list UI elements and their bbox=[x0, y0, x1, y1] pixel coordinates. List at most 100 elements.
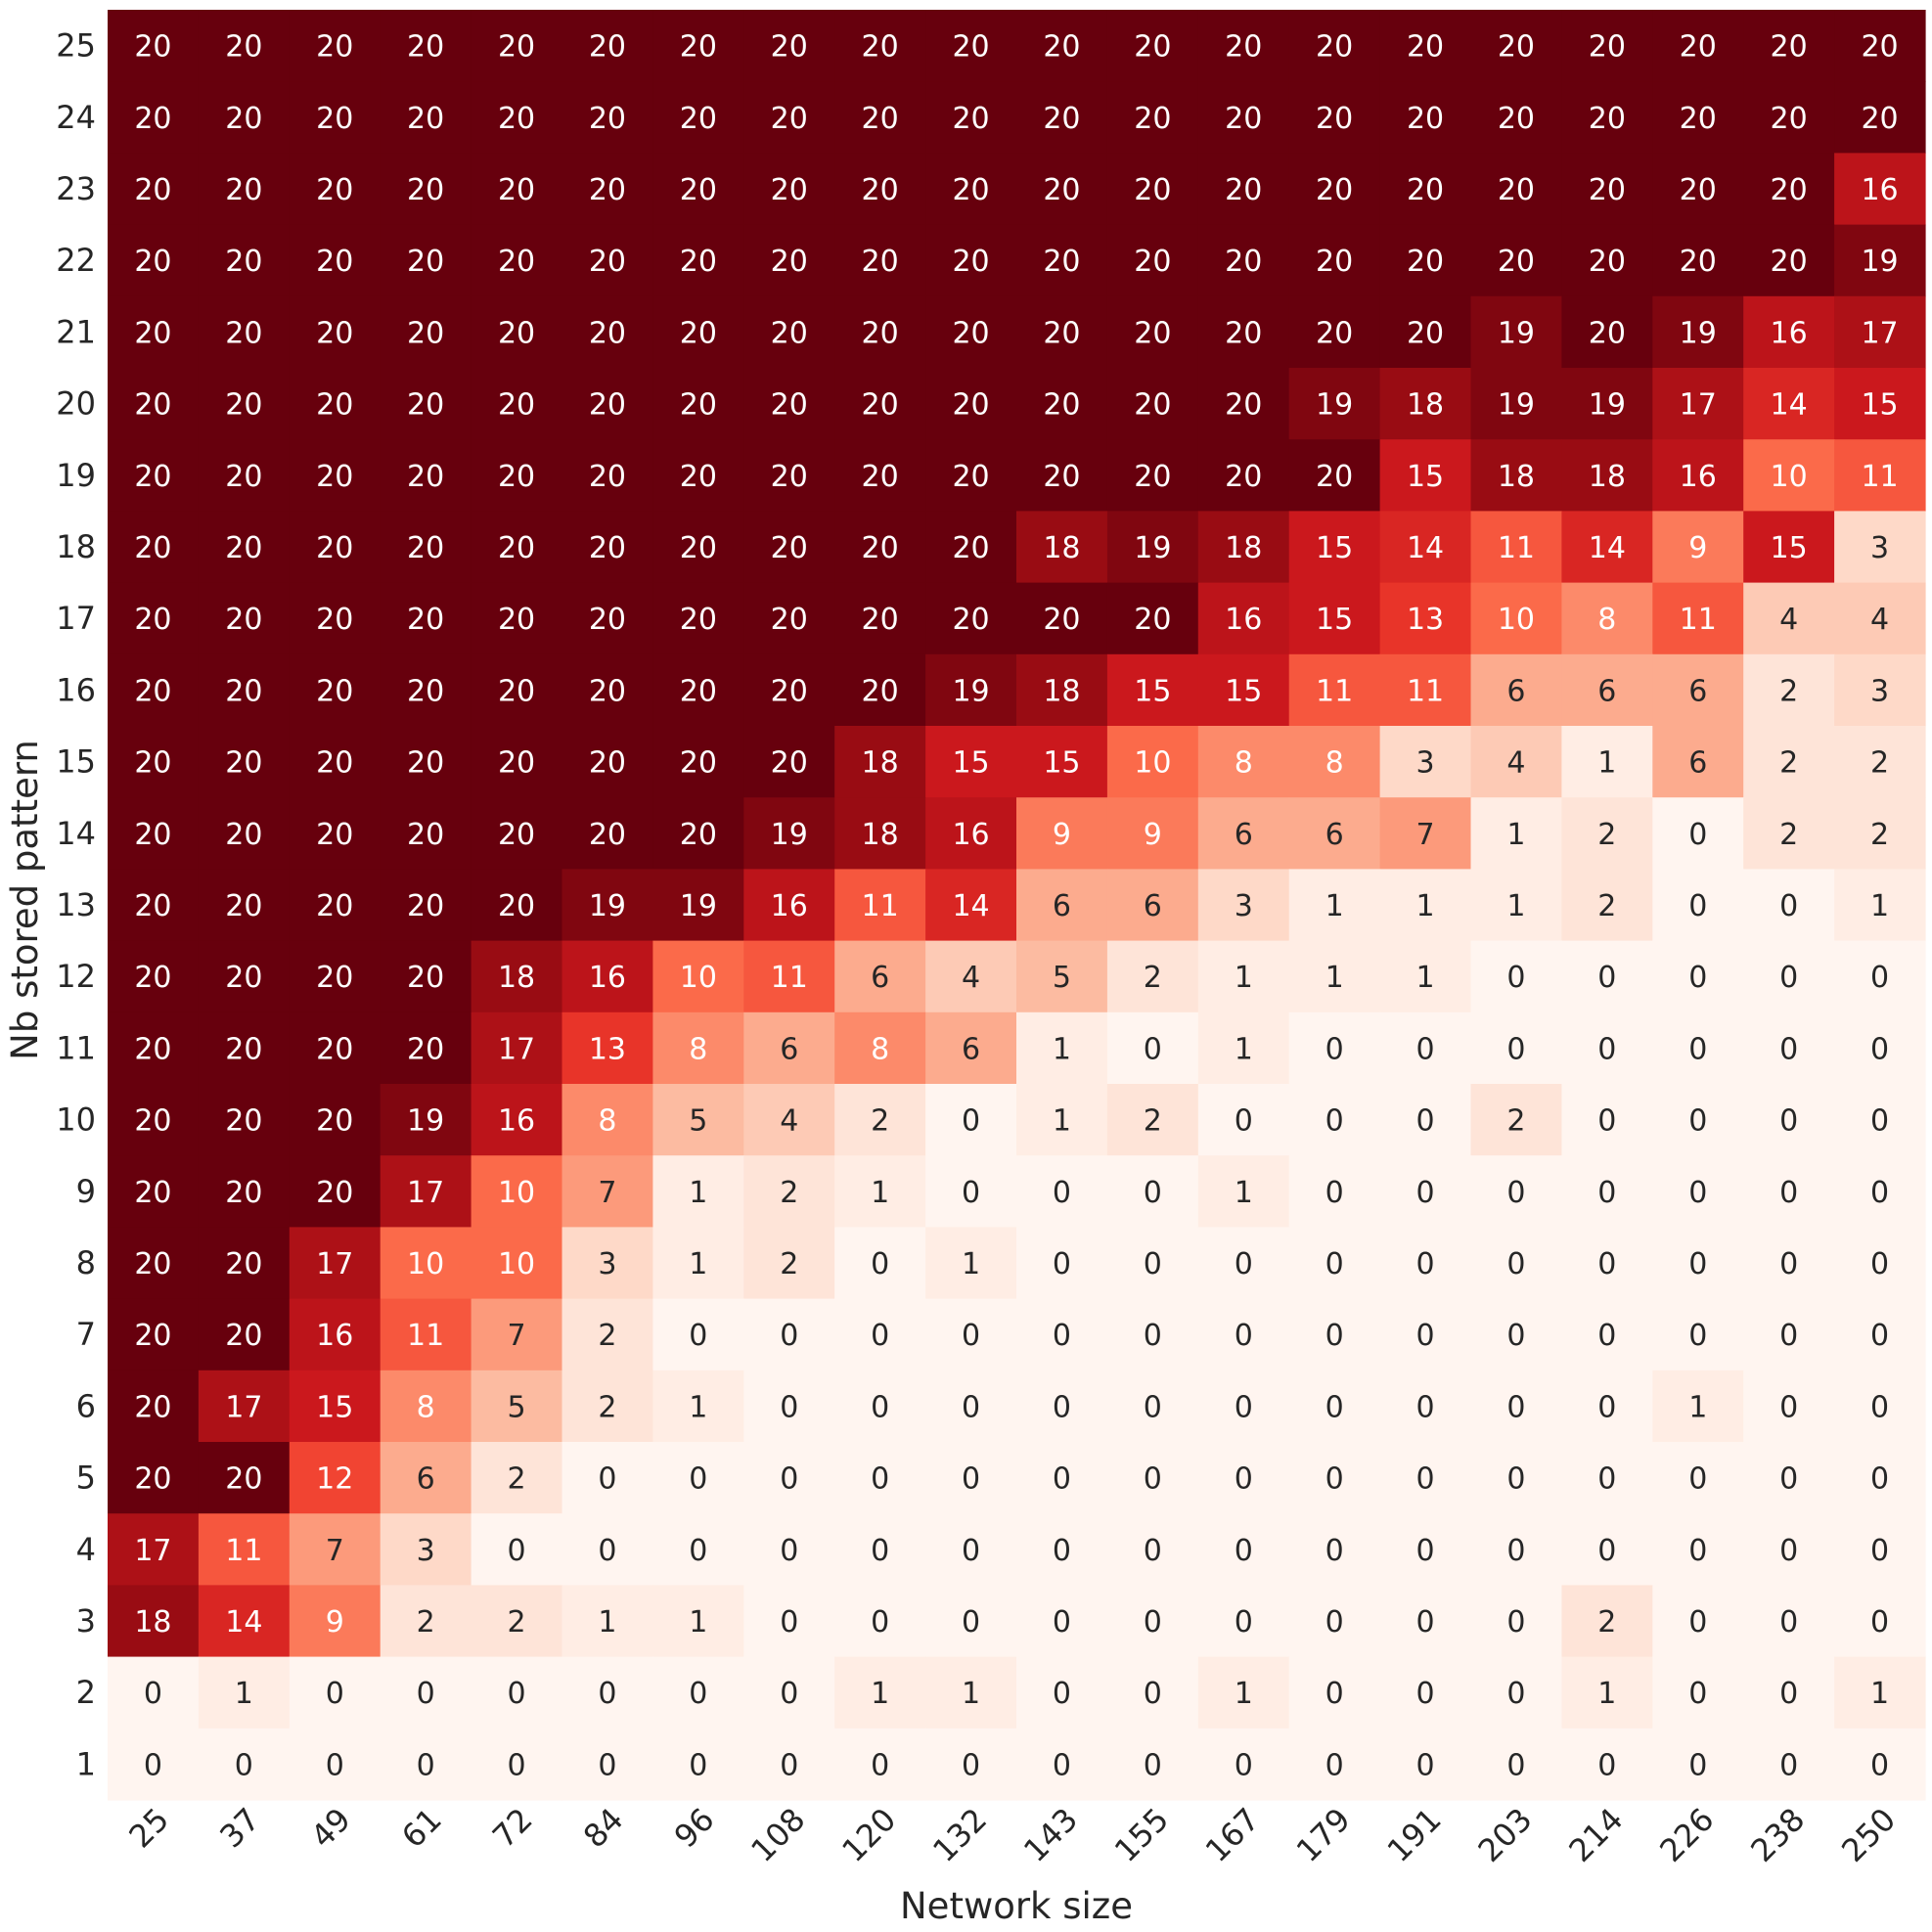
cell-value-label: 0 bbox=[598, 1462, 616, 1497]
heatmap-cell bbox=[1652, 1585, 1744, 1658]
heatmap-cell bbox=[1834, 582, 1926, 655]
heatmap-cell bbox=[1379, 1011, 1472, 1085]
heatmap-cell bbox=[1379, 726, 1472, 798]
cell-value-label: 0 bbox=[1506, 1677, 1525, 1711]
heatmap-cell bbox=[1652, 1442, 1744, 1514]
heatmap-cell bbox=[108, 582, 200, 655]
cell-value-label: 11 bbox=[1316, 674, 1353, 708]
cell-value-label: 19 bbox=[1134, 531, 1171, 565]
heatmap-cell bbox=[1106, 940, 1199, 1013]
cell-value-label: 0 bbox=[1779, 1032, 1798, 1066]
heatmap-cell bbox=[1379, 582, 1472, 655]
cell-value-label: 20 bbox=[407, 674, 444, 708]
heatmap-cell bbox=[1288, 511, 1381, 584]
heatmap-cell bbox=[380, 1656, 472, 1730]
heatmap-cell bbox=[1652, 1298, 1744, 1371]
heatmap-cell bbox=[1743, 368, 1835, 440]
cell-value-label: 20 bbox=[1589, 245, 1626, 279]
cell-value-label: 0 bbox=[1416, 1390, 1435, 1424]
heatmap-cell bbox=[562, 940, 653, 1013]
heatmap-cell bbox=[471, 439, 563, 512]
cell-value-label: 0 bbox=[1416, 1462, 1435, 1497]
heatmap-cell bbox=[1379, 295, 1472, 369]
cell-value-label: 0 bbox=[1597, 1462, 1616, 1497]
heatmap-cell bbox=[108, 1513, 200, 1586]
cell-value-label: 20 bbox=[225, 173, 262, 207]
cell-value-label: 1 bbox=[1053, 1104, 1071, 1139]
heatmap-cell bbox=[1470, 1011, 1562, 1085]
heatmap-cell bbox=[1652, 368, 1744, 440]
heatmap-cell bbox=[1743, 726, 1835, 798]
heatmap-cell bbox=[1470, 1370, 1562, 1443]
cell-value-label: 20 bbox=[134, 1247, 171, 1281]
heatmap-cell bbox=[471, 1442, 563, 1514]
heatmap-cell bbox=[1197, 439, 1290, 512]
heatmap-cell bbox=[1470, 511, 1562, 584]
heatmap-cell bbox=[925, 153, 1017, 226]
cell-value-label: 0 bbox=[1053, 1390, 1071, 1424]
cell-value-label: 0 bbox=[1870, 1534, 1889, 1568]
cell-value-label: 0 bbox=[1325, 1032, 1344, 1066]
cell-value-label: 20 bbox=[771, 102, 808, 136]
heatmap-cell bbox=[1743, 1442, 1835, 1514]
cell-value-label: 0 bbox=[1779, 1748, 1798, 1782]
cell-value-label: 20 bbox=[498, 674, 535, 708]
heatmap-cell bbox=[1470, 726, 1562, 798]
cell-value-label: 11 bbox=[1407, 674, 1444, 708]
cell-value-label: 20 bbox=[1589, 30, 1626, 65]
cell-value-label: 20 bbox=[407, 818, 444, 852]
heatmap-cell bbox=[652, 10, 744, 82]
heatmap-cell bbox=[1561, 1084, 1653, 1156]
y-tick-label: 8 bbox=[76, 1244, 96, 1281]
cell-value-label: 8 bbox=[1325, 746, 1344, 781]
heatmap-cell bbox=[1197, 81, 1290, 154]
heatmap-cell bbox=[471, 224, 563, 297]
cell-value-label: 20 bbox=[498, 460, 535, 494]
heatmap-cell bbox=[1288, 726, 1381, 798]
cell-value-label: 1 bbox=[1870, 1677, 1889, 1711]
heatmap-cell bbox=[1288, 1155, 1381, 1228]
heatmap-cell bbox=[925, 1227, 1017, 1300]
heatmap-cell bbox=[1470, 1442, 1562, 1514]
cell-value-label: 14 bbox=[1407, 531, 1444, 565]
heatmap-cell bbox=[289, 153, 382, 226]
cell-value-label: 5 bbox=[1053, 961, 1071, 995]
heatmap-cell bbox=[471, 1585, 563, 1658]
heatmap-cell bbox=[380, 1370, 472, 1443]
cell-value-label: 20 bbox=[316, 1032, 353, 1066]
heatmap-cell bbox=[289, 368, 382, 440]
cell-value-label: 16 bbox=[1680, 460, 1717, 494]
cell-value-label: 20 bbox=[225, 746, 262, 781]
heatmap-cell bbox=[1106, 1728, 1199, 1801]
heatmap-cell bbox=[1016, 1585, 1108, 1658]
heatmap-cell bbox=[652, 439, 744, 512]
cell-value-label: 0 bbox=[1416, 1319, 1435, 1353]
heatmap-cell bbox=[108, 1011, 200, 1085]
cell-value-label: 1 bbox=[1870, 889, 1889, 923]
cell-value-label: 9 bbox=[1053, 818, 1071, 852]
cell-value-label: 20 bbox=[1498, 173, 1535, 207]
cell-value-label: 20 bbox=[1134, 173, 1171, 207]
heatmap-cell bbox=[652, 224, 744, 297]
heatmap-cell bbox=[1379, 439, 1472, 512]
cell-value-label: 0 bbox=[144, 1748, 162, 1782]
cell-value-label: 20 bbox=[862, 173, 899, 207]
heatmap-cell bbox=[1743, 1370, 1835, 1443]
heatmap-cell bbox=[1470, 1656, 1562, 1730]
heatmap-cell bbox=[834, 1084, 926, 1156]
cell-value-label: 0 bbox=[1144, 1247, 1162, 1281]
heatmap-cell bbox=[1197, 295, 1290, 369]
cell-value-label: 4 bbox=[1506, 746, 1525, 781]
heatmap-cell bbox=[1288, 1585, 1381, 1658]
cell-value-label: 0 bbox=[1597, 1534, 1616, 1568]
heatmap-cell bbox=[834, 1370, 926, 1443]
heatmap-cell bbox=[289, 439, 382, 512]
cell-value-label: 20 bbox=[589, 173, 626, 207]
heatmap-cell bbox=[562, 10, 653, 82]
cell-value-label: 20 bbox=[952, 603, 989, 637]
heatmap-cell bbox=[289, 1656, 382, 1730]
heatmap-cell bbox=[1288, 368, 1381, 440]
cell-value-label: 20 bbox=[225, 316, 262, 350]
heatmap-cell bbox=[562, 1728, 653, 1801]
cell-value-label: 14 bbox=[952, 889, 989, 923]
